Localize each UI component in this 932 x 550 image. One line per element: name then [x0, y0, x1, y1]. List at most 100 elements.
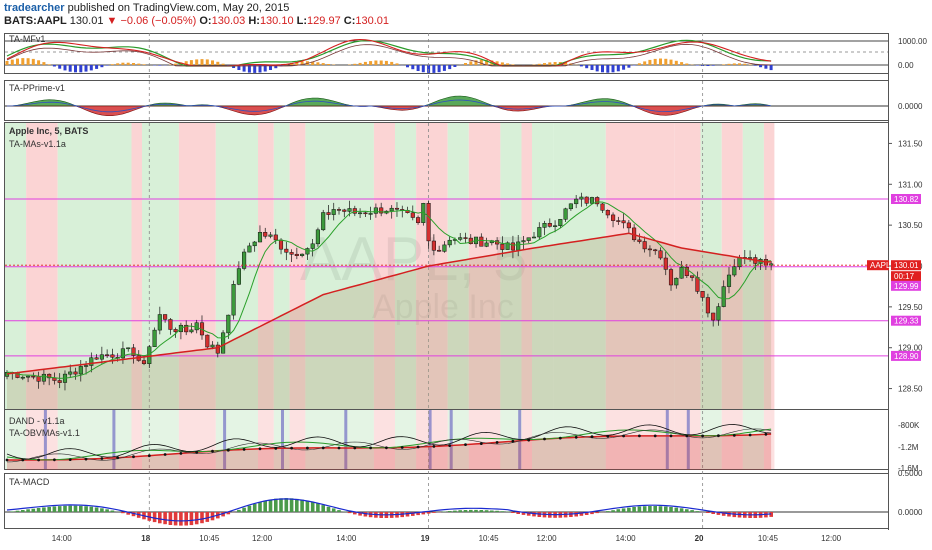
- macd-bar-47: [252, 503, 257, 512]
- mfv-bar-4: [26, 58, 30, 65]
- mfv-bar-140: [743, 63, 747, 65]
- candle-83: [442, 241, 447, 253]
- obv-dot-144: [764, 432, 768, 436]
- obv-dots: [5, 432, 768, 462]
- mfv-bar-125: [664, 58, 668, 65]
- macd-bar-78: [416, 512, 420, 516]
- candle-61: [326, 205, 331, 220]
- mfv-bar-69: [369, 61, 373, 65]
- macd-bar-92: [490, 510, 494, 512]
- mfv-bar-50: [269, 65, 272, 70]
- candle-82: [437, 245, 442, 252]
- macd-bar-85: [453, 510, 457, 512]
- obv-dot-99: [527, 438, 531, 442]
- macd-bar-34: [184, 512, 188, 526]
- mfv-bar-103: [548, 62, 552, 65]
- candle-45: [242, 248, 247, 271]
- candle-136: [721, 280, 726, 308]
- mfv-bar-12: [68, 65, 72, 72]
- author-name[interactable]: tradearcher: [4, 2, 65, 14]
- candle-19: [105, 349, 110, 358]
- macd-bar-117: [621, 508, 626, 512]
- main-series-label: Apple Inc, 5, BATS: [9, 126, 88, 136]
- main-pane: AAPL, 5 Apple Inc Apple Inc, 5, BATS TA-…: [4, 33, 923, 530]
- mfv-bar-120: [637, 63, 641, 65]
- candle-135: [716, 303, 721, 326]
- obv-dot-30: [163, 453, 167, 456]
- time-tick-1: 18: [141, 534, 150, 543]
- macd-bar-100: [532, 512, 536, 517]
- macd-bar-3: [21, 510, 25, 512]
- mfv-bar-87: [464, 63, 467, 65]
- candle-3: [20, 375, 25, 381]
- main-band-14: [447, 123, 469, 409]
- obv-cloud: [7, 434, 772, 470]
- macd-bar-31: [168, 512, 173, 525]
- candle-127: [674, 277, 679, 289]
- mfv-bar-37: [200, 59, 204, 65]
- candle-63: [336, 207, 342, 215]
- mfv-bar-26: [142, 64, 146, 65]
- mfv-bar-74: [395, 63, 399, 65]
- obv-dot-78: [416, 445, 420, 449]
- macd-bar-136: [721, 512, 726, 516]
- macd-bar-58: [310, 502, 315, 512]
- mfv-bar-104: [553, 62, 557, 65]
- obv-dot-87: [464, 443, 467, 446]
- macd-pane: TA-MACD 0.5000 0.0000: [5, 469, 923, 526]
- mfv-bar-115: [611, 65, 615, 73]
- macd-bar-118: [627, 507, 631, 512]
- obv-dot-54: [290, 446, 293, 450]
- obv-marker-4: [344, 410, 348, 470]
- mfv-bar-136: [722, 64, 726, 65]
- price-tag-0: [891, 194, 921, 204]
- mfv-bar-116: [616, 65, 620, 72]
- macd-bar-2: [15, 510, 20, 512]
- obv-dot-33: [179, 452, 183, 455]
- mfv-bar-88: [469, 61, 473, 65]
- macd-bar-59: [316, 503, 320, 512]
- candle-5: [31, 372, 36, 380]
- candle-50: [268, 232, 273, 239]
- obv-band-6: [215, 410, 258, 470]
- obv-dot-63: [337, 446, 341, 450]
- obv-dot-9: [53, 458, 56, 462]
- candle-43: [231, 280, 236, 320]
- obv-band-18: [532, 410, 554, 470]
- mfv-bar-13: [74, 65, 77, 73]
- candle-17: [94, 354, 99, 360]
- macd-bar-81: [432, 512, 436, 513]
- obv-dot-72: [385, 446, 388, 450]
- candle-117: [621, 213, 626, 229]
- mfv-label: TA-MFv1: [9, 34, 45, 44]
- price-tag-text-6: 128.90: [894, 352, 919, 361]
- obv-dot-60: [321, 446, 325, 450]
- mfv-bar-113: [601, 65, 604, 73]
- candle-57: [305, 247, 310, 260]
- mfv-green-line: [6, 39, 772, 67]
- mfv-bar-51: [274, 65, 278, 69]
- candle-29: [157, 306, 162, 335]
- high-value: 130.10: [259, 15, 294, 27]
- mfv-bar-85: [453, 65, 457, 67]
- candle-40: [215, 341, 220, 358]
- candle-99: [526, 237, 531, 244]
- obv-band-16: [500, 410, 522, 470]
- price-tag-text-5: 129.33: [894, 317, 919, 326]
- macd-bar-32: [173, 512, 178, 526]
- obv-marker-8: [665, 410, 669, 470]
- macd-bar-67: [358, 512, 362, 516]
- macd-bar-84: [447, 511, 452, 512]
- time-tick-4: 14:00: [336, 534, 357, 543]
- macd-bar-12: [68, 505, 72, 512]
- macd-bar-97: [516, 512, 520, 514]
- candle-7: [41, 369, 46, 385]
- candle-115: [611, 212, 616, 228]
- candle-32: [173, 327, 178, 338]
- mfv-bar-143: [759, 65, 763, 68]
- macd-bar-68: [363, 512, 368, 517]
- obv-label-2: TA-OBVMAs-v1.1: [9, 428, 80, 438]
- obv-dot-123: [653, 434, 657, 438]
- candle-31: [168, 318, 173, 335]
